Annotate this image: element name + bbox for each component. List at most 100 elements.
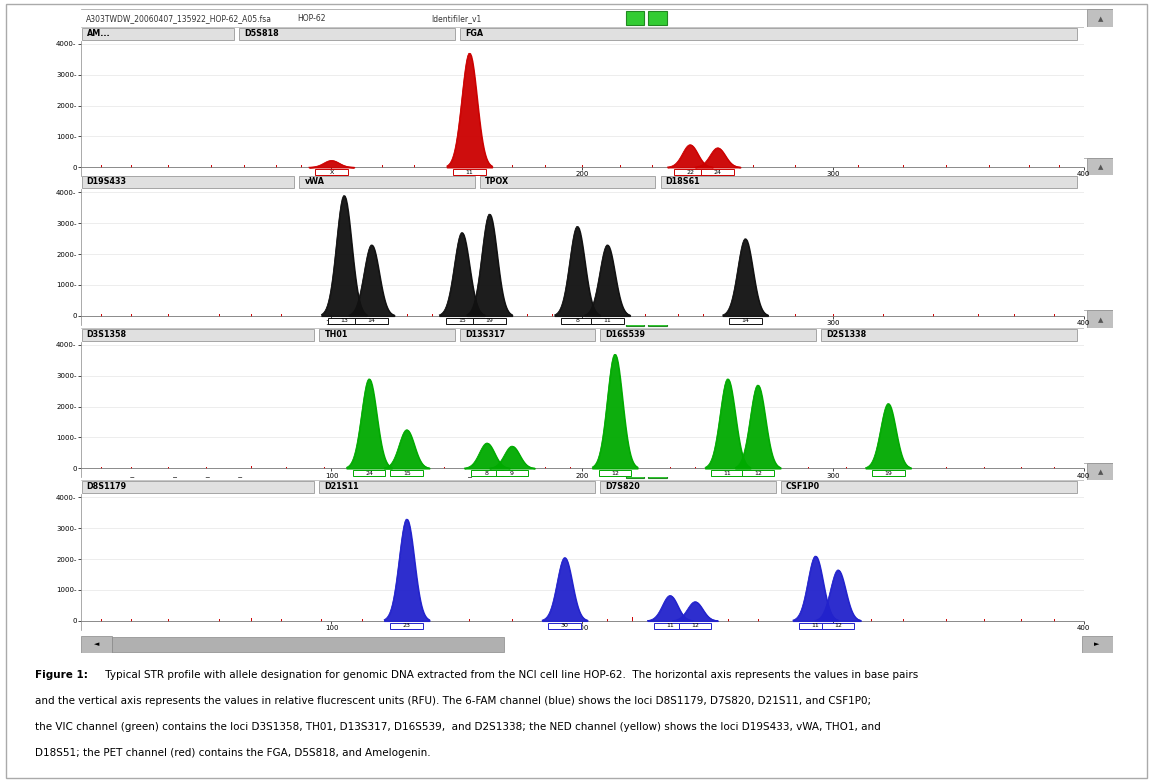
Text: 19: 19 [884, 471, 892, 475]
Text: AM...: AM... [86, 29, 111, 38]
Text: 11: 11 [603, 318, 611, 323]
Text: ◄: ◄ [93, 641, 99, 647]
Text: 9: 9 [510, 471, 514, 475]
Bar [822, 622, 854, 629]
Bar [391, 622, 423, 629]
Text: D21S11: D21S11 [324, 482, 359, 491]
Bar [799, 622, 831, 629]
Bar [626, 313, 645, 325]
Text: 11: 11 [466, 170, 473, 174]
Text: D2S1338: D2S1338 [826, 330, 866, 339]
Text: 11: 11 [724, 471, 732, 475]
Bar [300, 176, 475, 188]
Text: Typical STR profile with allele designation for genomic DNA extracted from the N: Typical STR profile with allele designat… [101, 670, 918, 680]
Bar [239, 27, 455, 40]
Bar [626, 12, 645, 24]
Text: D3S1358: D3S1358 [86, 330, 127, 339]
Bar [1087, 158, 1116, 175]
Bar [741, 470, 774, 476]
Bar [1087, 310, 1116, 328]
Text: ▲: ▲ [1098, 164, 1103, 170]
Bar [496, 470, 528, 476]
Text: 11: 11 [812, 623, 820, 628]
Text: TPOX: TPOX [485, 178, 510, 186]
Text: A303TWDW_20060407_135922_HOP-62_A05.fsa: A303TWDW_20060407_135922_HOP-62_A05.fsa [85, 14, 272, 23]
Bar [82, 176, 294, 188]
Text: 15: 15 [402, 471, 410, 475]
Bar [591, 317, 624, 324]
Bar [598, 470, 631, 476]
Text: ▲: ▲ [1098, 16, 1103, 22]
Bar [821, 328, 1077, 341]
Bar [562, 317, 594, 324]
Text: D18S61: D18S61 [665, 178, 700, 186]
Text: 23: 23 [402, 623, 410, 628]
Bar [648, 12, 666, 24]
Text: HOP-62: HOP-62 [297, 468, 326, 477]
Text: Identifiler_v1: Identifiler_v1 [431, 14, 482, 23]
Text: FGA: FGA [465, 29, 483, 38]
Bar [601, 328, 816, 341]
Text: the VIC channel (green) contains the loci D3S1358, TH01, D13S317, D16S539,  and : the VIC channel (green) contains the loc… [35, 722, 881, 732]
Bar [601, 481, 776, 493]
Text: 12: 12 [611, 471, 619, 475]
Bar [648, 313, 666, 325]
Bar [480, 176, 656, 188]
Bar [81, 636, 112, 653]
Text: Identifiler_v1: Identifiler_v1 [431, 163, 482, 172]
Text: A303TWDW_20060407_135922_HOP-62_A05.fsa: A303TWDW_20060407_135922_HOP-62_A05.fsa [85, 163, 272, 172]
Bar [319, 328, 455, 341]
Text: A303TWDW_20060407_135922_HOP-62_A05.fsa: A303TWDW_20060407_135922_HOP-62_A05.fsa [85, 468, 272, 477]
Bar [1087, 463, 1116, 480]
Bar [445, 317, 478, 324]
Text: ►: ► [1094, 641, 1100, 647]
Text: 24: 24 [366, 471, 374, 475]
Text: ▲: ▲ [1098, 469, 1103, 475]
Text: HOP-62: HOP-62 [297, 163, 326, 172]
Bar [654, 622, 686, 629]
Bar [626, 465, 645, 478]
Text: vWA: vWA [304, 178, 324, 186]
Bar [711, 470, 744, 476]
Text: 15: 15 [458, 318, 466, 323]
Text: 19: 19 [485, 318, 493, 323]
Bar [82, 481, 315, 493]
Bar [729, 317, 762, 324]
Text: A303TWDW_20060407_135922_HOP-62_A05.fsa: A303TWDW_20060407_135922_HOP-62_A05.fsa [85, 315, 272, 325]
Bar [319, 481, 595, 493]
Bar [473, 317, 506, 324]
Bar [626, 160, 645, 173]
Text: 30: 30 [560, 623, 568, 628]
Text: 8: 8 [575, 318, 579, 323]
Text: D8S1179: D8S1179 [86, 482, 127, 491]
Text: D18S51; the PET channel (red) contains the FGA, D5S818, and Amelogenin.: D18S51; the PET channel (red) contains t… [35, 748, 430, 758]
Bar [82, 328, 315, 341]
Text: D19S433: D19S433 [86, 178, 127, 186]
Bar [679, 622, 711, 629]
Bar [355, 317, 387, 324]
Bar [781, 481, 1077, 493]
Bar [648, 465, 666, 478]
Bar [327, 317, 361, 324]
Text: Identifiler_v1: Identifiler_v1 [431, 315, 482, 325]
Text: HOP-62: HOP-62 [297, 14, 326, 23]
Bar [1087, 9, 1116, 27]
Text: 11: 11 [666, 623, 673, 628]
Text: D13S317: D13S317 [465, 330, 505, 339]
Text: 12: 12 [834, 623, 842, 628]
Bar [112, 637, 504, 652]
Bar [648, 160, 666, 173]
Text: ▲: ▲ [1098, 317, 1103, 323]
Bar [1082, 636, 1113, 653]
Bar [661, 176, 1077, 188]
Bar [82, 27, 234, 40]
Bar [460, 328, 595, 341]
Text: D16S539: D16S539 [605, 330, 646, 339]
Bar [453, 169, 485, 175]
Bar [460, 27, 1077, 40]
Bar [391, 470, 423, 476]
Text: D7S820: D7S820 [605, 482, 640, 491]
Text: 12: 12 [691, 623, 699, 628]
Bar [872, 470, 904, 476]
Text: 14: 14 [368, 318, 376, 323]
